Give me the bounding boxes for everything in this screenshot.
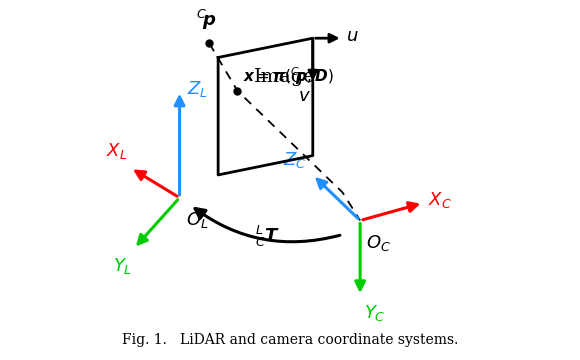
Text: $^C\!\boldsymbol{p}$: $^C\!\boldsymbol{p}$ <box>196 8 217 32</box>
Text: $O_C$: $O_C$ <box>367 233 392 253</box>
Text: $\boldsymbol{x} = \boldsymbol{\pi}(^C\!\boldsymbol{p}, \boldsymbol{D})$: $\boldsymbol{x} = \boldsymbol{\pi}(^C\!\… <box>242 66 334 87</box>
Text: Fig. 1.   LiDAR and camera coordinate systems.: Fig. 1. LiDAR and camera coordinate syst… <box>122 333 458 347</box>
Text: Image: Image <box>254 68 316 86</box>
Text: $Z_C$: $Z_C$ <box>283 150 306 170</box>
Text: $^L_C\boldsymbol{T}$: $^L_C\boldsymbol{T}$ <box>255 224 280 249</box>
Text: $X_C$: $X_C$ <box>429 190 452 210</box>
Text: $Z_L$: $Z_L$ <box>187 79 208 99</box>
Text: $u$: $u$ <box>346 27 358 45</box>
Text: $Y_L$: $Y_L$ <box>113 256 132 275</box>
Text: $X_L$: $X_L$ <box>106 141 127 161</box>
Text: $O_L$: $O_L$ <box>186 210 208 230</box>
FancyArrowPatch shape <box>195 208 340 242</box>
Text: $v$: $v$ <box>298 87 310 105</box>
Text: $Y_C$: $Y_C$ <box>364 303 386 323</box>
